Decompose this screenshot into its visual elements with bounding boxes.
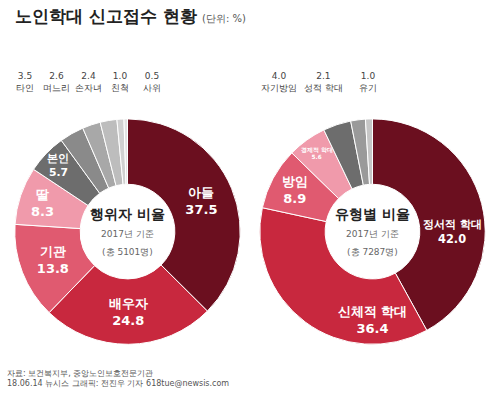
svg-text:본인5.7: 본인5.7 — [47, 152, 69, 179]
svg-text:4.0자기방임: 4.0자기방임 — [261, 71, 297, 93]
svg-text:경제적 학대5.6: 경제적 학대5.6 — [301, 147, 333, 160]
svg-text:자료: 보건복지부, 중앙노인보호전문기관18.06.14: 자료: 보건복지부, 중앙노인보호전문기관18.06.14 뉴시스 그래픽: 전… — [7, 369, 229, 388]
svg-text:방임8.9: 방임8.9 — [282, 174, 308, 206]
svg-text:노인학대 신고접수 현황 (단위: %): 노인학대 신고접수 현황 (단위: %) — [15, 6, 246, 26]
svg-text:정서적 학대42.0: 정서적 학대42.0 — [423, 217, 482, 246]
svg-text:3.5타인: 3.5타인 — [16, 71, 34, 93]
svg-text:딸8.3: 딸8.3 — [31, 187, 54, 219]
svg-text:기관13.8: 기관13.8 — [37, 244, 69, 276]
svg-text:0.5사위: 0.5사위 — [143, 71, 161, 93]
svg-text:행위자 비율2017년 기준(총 5101명): 행위자 비율2017년 기준(총 5101명) — [90, 206, 165, 257]
svg-text:배우자24.8: 배우자24.8 — [109, 296, 148, 328]
svg-text:2.6며느리: 2.6며느리 — [43, 71, 70, 93]
svg-text:1.0유기: 1.0유기 — [359, 71, 377, 93]
svg-text:신체적 학대36.4: 신체적 학대36.4 — [338, 304, 408, 336]
svg-text:아들37.5: 아들37.5 — [185, 185, 217, 217]
svg-text:2.4손자녀: 2.4손자녀 — [75, 71, 102, 93]
svg-text:유형별 비율2017년 기준(총 7287명): 유형별 비율2017년 기준(총 7287명) — [335, 206, 410, 257]
svg-text:1.0친척: 1.0친척 — [111, 71, 129, 93]
svg-text:2.1성적 학대: 2.1성적 학대 — [304, 71, 343, 93]
